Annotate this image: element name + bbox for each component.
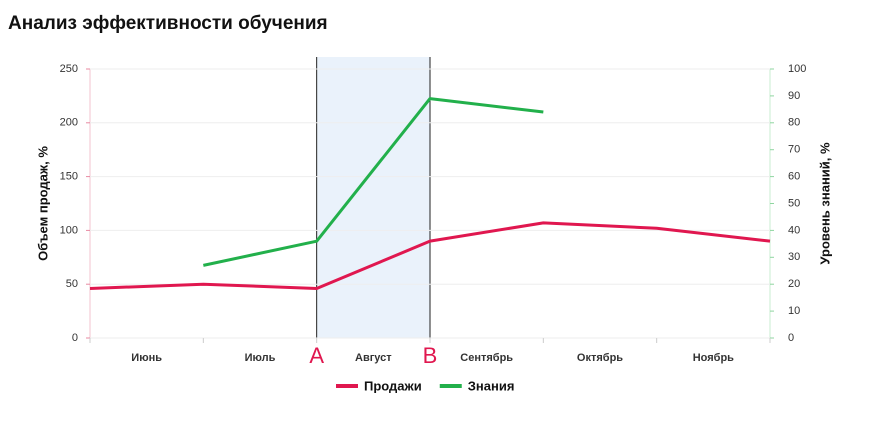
legend-label: Знания: [468, 378, 515, 393]
y2-tick-label: 90: [788, 90, 800, 102]
y2-tick-label: 20: [788, 278, 800, 290]
y2-tick-label: 40: [788, 224, 800, 236]
series-line: [89, 221, 771, 291]
x-tick-label: Август: [355, 352, 392, 364]
y2-tick-label: 30: [788, 251, 800, 263]
y-tick-label: 0: [72, 332, 78, 344]
y2-tick-label: 50: [788, 197, 800, 209]
annotation: B: [423, 343, 438, 368]
y-tick-label: 50: [66, 278, 78, 290]
highlight-band: [316, 57, 430, 338]
y2-tick-label: 10: [788, 305, 800, 317]
y2-tick-label: 70: [788, 144, 800, 156]
y-tick-label: 250: [60, 63, 78, 75]
series-line: [203, 97, 544, 267]
y-tick-label: 150: [60, 171, 78, 183]
y-axis-label: Объем продаж, %: [35, 146, 50, 261]
y2-tick-label: 60: [788, 171, 800, 183]
y-tick-label: 100: [60, 224, 78, 236]
x-tick-label: Октябрь: [577, 352, 623, 364]
legend-label: Продажи: [364, 378, 422, 393]
annotation: A: [309, 343, 324, 368]
y2-axis-label: Уровень знаний, %: [817, 142, 832, 265]
y2-tick-label: 0: [788, 332, 794, 344]
y-tick-label: 200: [60, 117, 78, 129]
y2-tick-label: 100: [788, 63, 806, 75]
x-tick-label: Ноябрь: [693, 352, 734, 364]
chart-title: Анализ эффективности обучения: [8, 13, 328, 34]
y2-tick-label: 80: [788, 117, 800, 129]
x-tick-label: Июль: [245, 352, 276, 364]
x-tick-label: Июнь: [131, 352, 162, 364]
x-tick-label: Сентябрь: [460, 352, 513, 364]
